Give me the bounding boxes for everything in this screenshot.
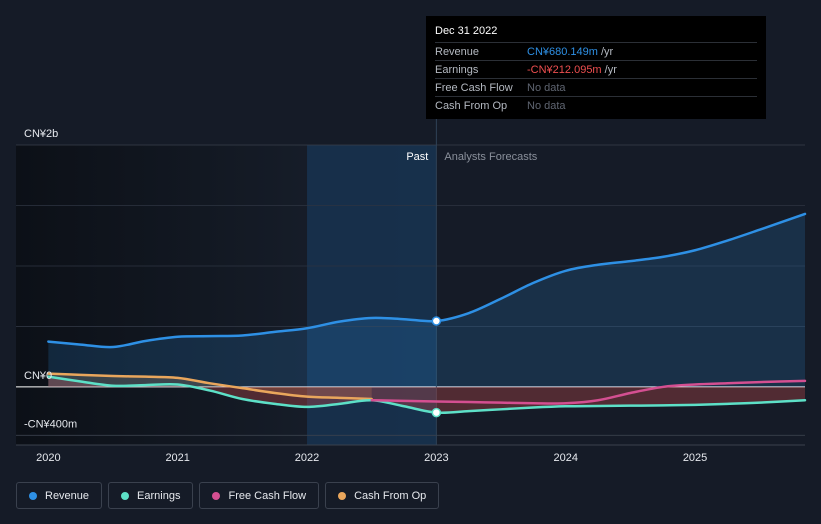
- legend-dot-icon: [212, 491, 221, 500]
- cash-from-op-line: [47, 372, 373, 401]
- tooltip-value: No data: [527, 81, 566, 94]
- tooltip-row-earnings: Earnings -CN¥212.095m /yr: [435, 60, 757, 78]
- revenue-marker: [431, 316, 442, 326]
- tooltip: Dec 31 2022 Revenue CN¥680.149m /yr Earn…: [426, 16, 766, 119]
- x-tick-label: 2024: [553, 452, 577, 464]
- earnings-marker: [431, 407, 442, 418]
- cash-from-op-area: [48, 373, 372, 400]
- legend-dot-icon: [29, 491, 37, 500]
- legend-item-free-cash-flow[interactable]: Free Cash Flow: [199, 482, 320, 509]
- y-tick-label: -CN¥400m: [24, 418, 77, 430]
- forecast-label: Analysts Forecasts: [444, 151, 537, 163]
- legend-dot-icon: [121, 491, 130, 500]
- tooltip-label: Revenue: [435, 45, 480, 58]
- revenue-area: [48, 213, 806, 387]
- tooltip-row-revenue: Revenue CN¥680.149m /yr: [435, 42, 757, 60]
- x-tick-label: 2025: [683, 452, 707, 464]
- tooltip-unit: /yr: [597, 45, 614, 58]
- x-tick-label: 2022: [295, 452, 319, 464]
- tooltip-unit: /yr: [601, 63, 617, 76]
- highlight-region: [307, 145, 437, 445]
- past-label: Past: [406, 151, 428, 163]
- legend-item-revenue[interactable]: Revenue: [16, 482, 103, 509]
- y-tick-label: CN¥0: [24, 370, 52, 382]
- earnings-line: [47, 375, 807, 415]
- earnings-area: [48, 376, 806, 413]
- x-tick-label: 2020: [36, 452, 60, 464]
- x-tick-label: 2021: [165, 452, 189, 464]
- revenue-line: [47, 212, 807, 349]
- tooltip-value: No data: [527, 99, 566, 112]
- legend-item-earnings[interactable]: Earnings: [108, 482, 194, 509]
- tooltip-value: -CN¥212.095m: [527, 63, 602, 76]
- y-tick-label: CN¥2b: [24, 128, 58, 140]
- legend-label: Revenue: [45, 489, 90, 502]
- legend-dot-icon: [338, 491, 347, 500]
- legend: Revenue Earnings Free Cash Flow Cash Fro…: [16, 482, 440, 509]
- tooltip-label: Free Cash Flow: [435, 81, 513, 94]
- tooltip-date: Dec 31 2022: [435, 25, 498, 37]
- legend-item-cash-from-op[interactable]: Cash From Op: [325, 482, 440, 509]
- tooltip-value: CN¥680.149m: [527, 45, 598, 58]
- tooltip-label: Cash From Op: [435, 99, 508, 112]
- free-cash-flow-line: [370, 379, 807, 405]
- tooltip-label: Earnings: [435, 63, 479, 76]
- legend-label: Cash From Op: [354, 489, 427, 502]
- legend-label: Earnings: [137, 489, 181, 502]
- tooltip-row-free-cash-flow: Free Cash Flow No data: [435, 78, 757, 96]
- x-tick-label: 2023: [424, 452, 448, 464]
- legend-label: Free Cash Flow: [228, 489, 307, 502]
- tooltip-row-cash-from-op: Cash From Op No data: [435, 96, 757, 114]
